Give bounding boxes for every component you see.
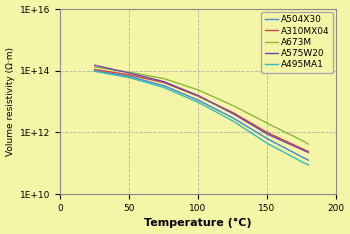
A495MA1: [220, 113, 224, 116]
A575W20: [219, 106, 223, 109]
Y-axis label: Volume resistivity (Ω·m): Volume resistivity (Ω·m): [6, 47, 15, 156]
A310MX04: [286, 141, 290, 144]
A310MX04: [93, 68, 98, 71]
Line: A310MX04: A310MX04: [94, 69, 308, 152]
X-axis label: Temperature (°C): Temperature (°C): [144, 218, 252, 228]
A575W20: [306, 151, 310, 154]
Line: A504X30: A504X30: [94, 71, 308, 160]
A495MA1: [286, 153, 290, 156]
A495MA1: [219, 113, 223, 116]
A504X30: [273, 141, 277, 144]
A575W20: [92, 64, 97, 67]
Line: A495MA1: A495MA1: [94, 71, 308, 165]
A310MX04: [219, 106, 223, 108]
A495MA1: [93, 70, 98, 73]
Line: A575W20: A575W20: [94, 65, 308, 153]
A495MA1: [92, 70, 97, 73]
A310MX04: [220, 106, 224, 109]
A673M: [286, 132, 290, 135]
A673M: [219, 99, 223, 102]
A310MX04: [273, 135, 277, 137]
A575W20: [273, 136, 277, 139]
Legend: A504X30, A310MX04, A673M, A575W20, A495MA1: A504X30, A310MX04, A673M, A575W20, A495M…: [261, 12, 333, 73]
A504X30: [223, 113, 228, 115]
A310MX04: [92, 68, 97, 71]
A575W20: [93, 64, 98, 67]
A310MX04: [306, 150, 310, 153]
A673M: [306, 143, 310, 146]
A495MA1: [223, 116, 228, 118]
A673M: [92, 66, 97, 68]
A575W20: [223, 108, 228, 111]
A495MA1: [306, 163, 310, 166]
A673M: [220, 99, 224, 102]
A504X30: [220, 111, 224, 113]
A673M: [93, 66, 98, 69]
A575W20: [220, 106, 224, 109]
A673M: [273, 126, 277, 128]
A504X30: [306, 159, 310, 161]
A673M: [223, 101, 228, 103]
A504X30: [286, 148, 290, 151]
A504X30: [93, 69, 98, 72]
A495MA1: [273, 146, 277, 149]
A504X30: [219, 110, 223, 113]
A310MX04: [223, 108, 228, 110]
Line: A673M: A673M: [94, 67, 308, 144]
A575W20: [286, 142, 290, 145]
A504X30: [92, 69, 97, 72]
